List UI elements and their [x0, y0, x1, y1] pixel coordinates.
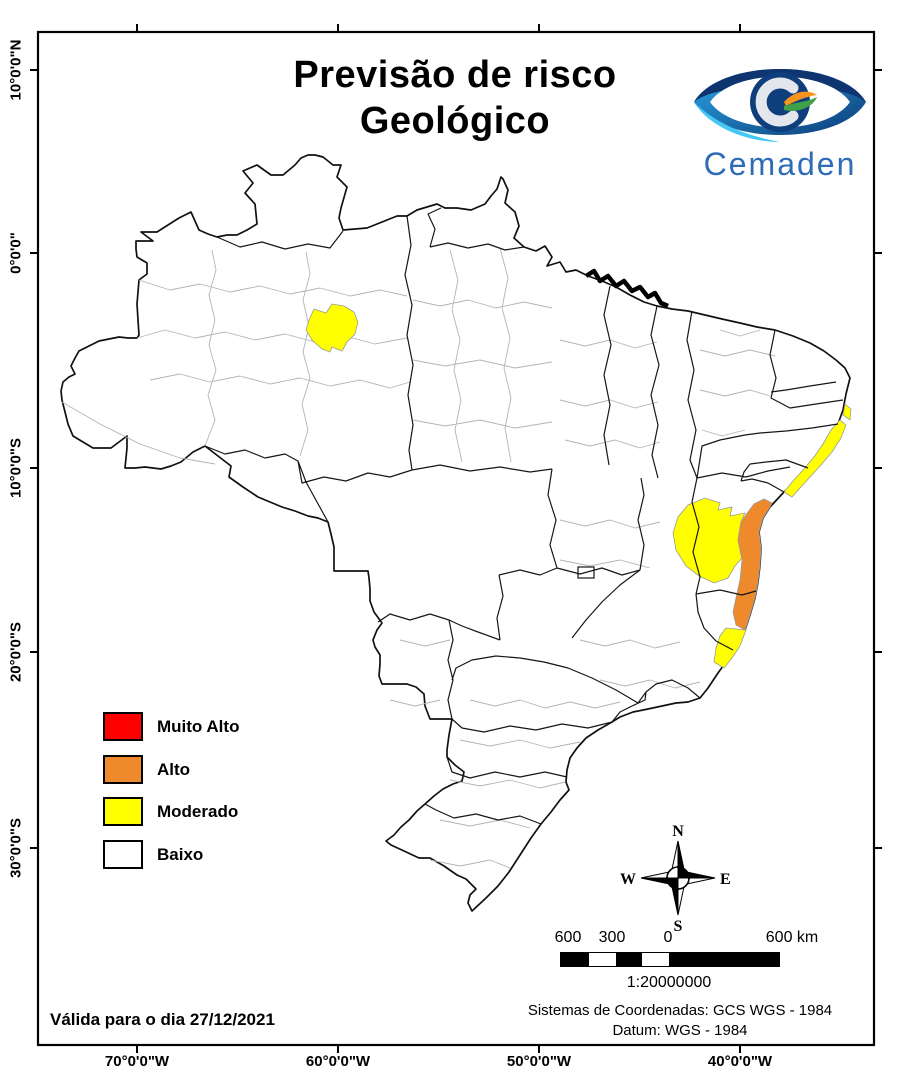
legend-label-moderado: Moderado [157, 801, 239, 821]
lon-tick-label-50w: 50°0'0"W [506, 1053, 572, 1070]
page-title-line1: Previsão de risco [293, 54, 617, 96]
legend-item-alto: Alto [103, 755, 190, 784]
compass-s-label: S [674, 918, 683, 935]
legend-swatch-alto [103, 755, 143, 784]
scale-bar [560, 952, 780, 967]
legend-swatch-moderado [103, 797, 143, 826]
lon-tick-label-60w: 60°0'0"W [305, 1053, 371, 1070]
risk-region-litoral-pe-norte [842, 403, 852, 421]
lat-tick-label-0: 0°0'0" [7, 232, 25, 274]
legend-label-baixo: Baixo [157, 844, 204, 864]
scale-label-600-km: 600 km [765, 929, 819, 946]
validity-note: Válida para o dia 27/12/2021 [50, 1010, 275, 1029]
cemaden-logo-icon [694, 69, 866, 142]
lon-tick-label-70w: 70°0'0"W [104, 1053, 170, 1070]
coordinate-system-note: Sistemas de Coordenadas: GCS WGS - 1984 … [470, 1001, 890, 1041]
legend-item-moderado: Moderado [103, 797, 238, 826]
legend-label-alto: Alto [157, 759, 191, 779]
north-coast-thick-line [584, 268, 669, 309]
scale-ratio: 1:20000000 [626, 974, 712, 991]
compass-e-label: E [720, 871, 731, 888]
compass-n-label: N [672, 823, 684, 840]
crs-line2: Datum: WGS - 1984 [612, 1022, 748, 1039]
page-title-line2: Geológico [359, 100, 551, 142]
compass-w-label: W [620, 871, 636, 888]
scale-label-300: 300 [598, 929, 626, 946]
lon-tick-label-40w: 40°0'0"W [707, 1053, 773, 1070]
scale-bar-white-segment [642, 953, 669, 966]
legend-label-muito-alto: Muito Alto [157, 716, 240, 736]
scale-label-0: 0 [663, 929, 673, 946]
lat-tick-label-10s: 10°0'0"S [7, 437, 25, 499]
legend-item-baixo: Baixo [103, 840, 203, 869]
risk-region-litoral-bahia [732, 498, 773, 631]
scale-label-600-left: 600 [554, 929, 582, 946]
legend-swatch-muito-alto [103, 712, 143, 741]
risk-region-litoral-pe-al-se [783, 419, 847, 498]
state-boundaries [204, 207, 844, 825]
risk-region-municipio-amazonas [305, 303, 359, 353]
crs-line1: Sistemas de Coordenadas: GCS WGS - 1984 [527, 1002, 833, 1019]
lat-tick-label-10n: 10°0'0"N [7, 39, 25, 101]
compass-rose-icon [640, 840, 716, 916]
legend-swatch-baixo [103, 840, 143, 869]
graticule-ticks [30, 24, 882, 1053]
municipal-boundaries [61, 247, 776, 869]
lat-tick-label-30s: 30°0'0"S [7, 817, 25, 879]
cemaden-logo-text: Cemaden [703, 146, 857, 182]
distrito-federal-boundary [577, 566, 595, 579]
map-frame [36, 30, 876, 1047]
scale-bar-white-segment [589, 953, 616, 966]
lat-tick-label-20s: 20°0'0"S [7, 621, 25, 683]
legend-item-muito-alto: Muito Alto [103, 712, 239, 741]
